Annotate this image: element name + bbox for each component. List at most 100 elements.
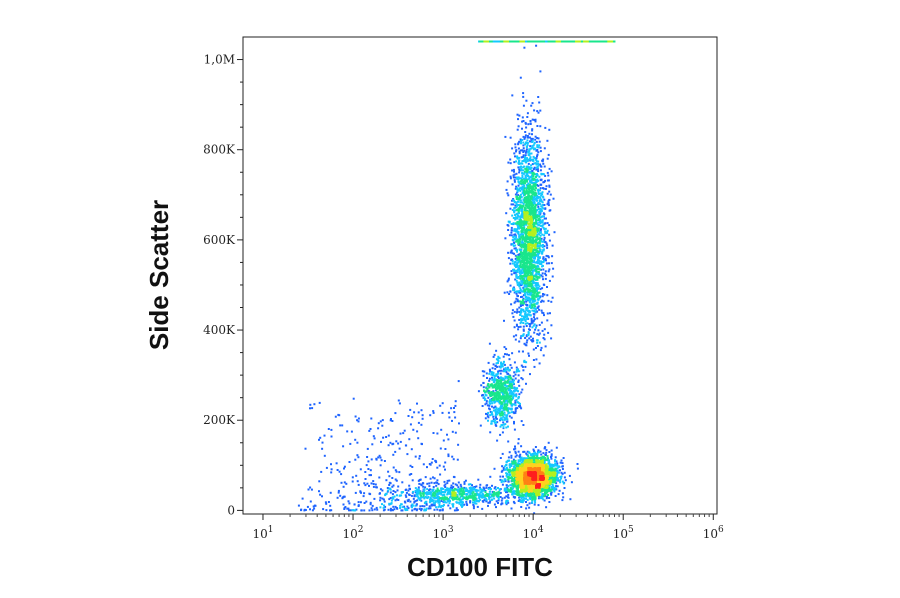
data-point xyxy=(528,209,531,212)
data-point xyxy=(492,355,495,358)
data-point xyxy=(555,470,558,473)
data-point xyxy=(497,411,500,414)
data-point xyxy=(535,158,537,161)
data-point xyxy=(546,286,548,288)
data-point xyxy=(529,158,532,161)
data-point xyxy=(533,248,536,251)
data-point xyxy=(464,479,467,482)
data-point xyxy=(513,271,516,274)
data-point xyxy=(383,504,385,507)
data-point xyxy=(489,383,492,386)
data-point xyxy=(521,501,524,504)
data-point xyxy=(440,428,443,431)
data-point xyxy=(509,207,512,210)
data-point xyxy=(471,496,474,499)
data-point xyxy=(530,197,533,200)
data-point xyxy=(559,481,562,484)
data-point xyxy=(613,40,616,43)
data-point xyxy=(525,146,528,149)
data-point xyxy=(537,188,540,191)
data-point xyxy=(525,142,528,145)
data-point xyxy=(537,164,540,167)
data-point xyxy=(516,268,519,271)
data-point xyxy=(406,453,409,456)
data-point xyxy=(545,254,548,257)
data-point xyxy=(529,208,532,211)
data-point xyxy=(349,442,352,445)
data-point xyxy=(529,156,532,159)
data-point xyxy=(430,504,433,507)
data-point xyxy=(474,502,477,505)
data-point xyxy=(521,319,524,322)
data-point xyxy=(428,489,430,492)
data-point xyxy=(546,244,549,247)
data-point xyxy=(520,196,522,199)
data-point xyxy=(526,307,529,310)
data-point xyxy=(510,487,513,490)
data-point xyxy=(507,385,510,388)
data-point xyxy=(524,143,526,146)
data-point xyxy=(520,186,523,189)
data-point xyxy=(505,489,508,492)
data-point xyxy=(522,457,525,460)
data-point xyxy=(504,367,507,370)
data-point xyxy=(551,478,554,481)
data-point xyxy=(503,360,505,363)
data-point xyxy=(368,484,370,487)
data-point xyxy=(544,227,547,230)
data-point xyxy=(516,308,519,311)
data-point xyxy=(486,387,489,390)
data-point xyxy=(530,264,533,267)
data-point xyxy=(545,262,548,265)
data-point xyxy=(410,448,413,451)
data-point xyxy=(453,496,455,499)
data-point xyxy=(521,185,524,188)
data-point xyxy=(454,483,457,486)
data-point xyxy=(510,463,513,466)
data-point xyxy=(327,428,330,430)
data-point xyxy=(506,499,508,502)
data-point xyxy=(425,509,427,511)
data-point xyxy=(440,493,443,496)
data-point xyxy=(526,198,529,201)
data-point xyxy=(514,447,517,450)
data-point xyxy=(510,243,513,246)
data-point xyxy=(519,204,522,207)
data-point xyxy=(518,171,521,174)
data-point xyxy=(523,318,526,321)
data-point xyxy=(537,227,540,230)
data-point xyxy=(517,260,520,262)
data-point xyxy=(500,361,503,364)
data-point xyxy=(521,493,524,496)
data-point xyxy=(540,252,543,255)
data-point xyxy=(576,467,579,470)
data-point xyxy=(493,353,496,356)
data-point xyxy=(488,342,491,345)
data-point xyxy=(417,421,420,424)
data-point xyxy=(475,488,478,491)
data-point xyxy=(521,187,524,189)
data-point xyxy=(543,234,546,237)
data-point xyxy=(520,272,523,275)
data-point xyxy=(513,319,516,322)
data-point xyxy=(539,187,542,190)
data-point xyxy=(484,494,487,497)
data-point xyxy=(513,461,516,463)
data-point xyxy=(533,119,536,121)
data-point xyxy=(514,452,517,455)
data-point xyxy=(485,412,487,415)
data-point xyxy=(505,375,508,378)
data-point xyxy=(394,478,397,481)
data-point xyxy=(481,488,484,491)
data-point xyxy=(523,197,526,199)
data-point xyxy=(353,509,356,512)
data-point xyxy=(528,311,531,314)
data-point xyxy=(570,40,573,43)
data-point xyxy=(525,223,528,226)
data-point xyxy=(550,454,553,457)
data-point xyxy=(515,255,518,258)
data-point xyxy=(341,497,344,500)
data-point xyxy=(530,104,533,107)
data-point xyxy=(492,372,495,374)
data-point xyxy=(336,469,339,471)
